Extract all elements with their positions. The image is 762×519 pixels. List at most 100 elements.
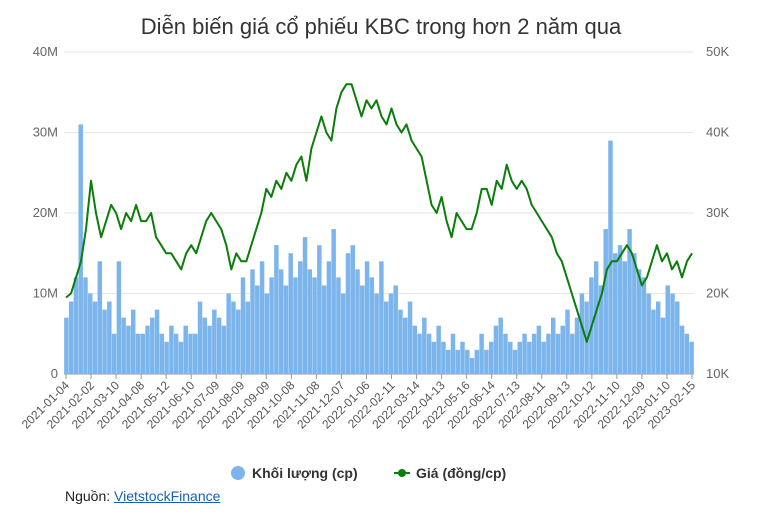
left-tick-label: 30M [33, 125, 58, 140]
volume-bar [369, 277, 375, 374]
legend-price-label: Giá (đồng/cp) [416, 465, 506, 481]
volume-bar [355, 269, 360, 374]
volume-bar [107, 301, 112, 374]
volume-bar [288, 253, 293, 374]
price-series-line [65, 83, 693, 343]
volume-bar [169, 325, 174, 374]
volume-bar [259, 261, 265, 374]
volume-bar [503, 333, 508, 374]
volume-bar [636, 269, 642, 374]
volume-bar [660, 317, 666, 374]
volume-bar [350, 245, 355, 374]
right-tick-label: 20K [706, 286, 729, 301]
volume-bar [221, 325, 227, 374]
volume-bar [321, 285, 327, 374]
volume-bar [340, 293, 346, 374]
volume-bar [126, 325, 131, 374]
chart-title: Diễn biến giá cổ phiếu KBC trong hơn 2 n… [140, 14, 622, 39]
volume-bar [135, 333, 141, 374]
volume-bar [531, 333, 537, 374]
volume-bar [73, 277, 79, 374]
volume-bar [689, 341, 694, 374]
volume-bars [64, 124, 694, 374]
volume-bar [97, 261, 103, 374]
volume-bar [412, 325, 418, 374]
volume-bar [121, 317, 126, 374]
volume-bar [460, 341, 465, 374]
volume-bar [469, 357, 475, 374]
volume-bar [298, 261, 303, 374]
volume-bar [641, 277, 647, 374]
volume-bar [436, 325, 441, 374]
volume-bar [407, 301, 413, 374]
volume-bar [651, 309, 656, 374]
volume-bar [111, 333, 117, 374]
volume-bar [593, 261, 599, 374]
volume-bar [522, 333, 527, 374]
volume-bar [622, 261, 628, 374]
source-link[interactable]: VietstockFinance [114, 488, 221, 504]
volume-bar [675, 301, 680, 374]
volume-bar [193, 333, 198, 374]
volume-bar [317, 245, 322, 374]
volume-bar [570, 333, 575, 374]
volume-bar [393, 285, 398, 374]
volume-bar [527, 341, 532, 374]
volume-bar [212, 309, 217, 374]
volume-bar [555, 333, 561, 374]
volume-bar [455, 349, 460, 374]
volume-bar [364, 261, 370, 374]
volume-bar [665, 285, 670, 374]
volume-bar [508, 341, 513, 374]
volume-bar [445, 349, 451, 374]
volume-bar [617, 245, 623, 374]
volume-bar [541, 341, 546, 374]
volume-bar [670, 293, 675, 374]
price-line [65, 83, 693, 343]
volume-bar [426, 333, 432, 374]
volume-bar [269, 277, 274, 374]
left-tick-label: 0 [51, 366, 58, 381]
volume-bar [493, 325, 499, 374]
volume-bar [655, 301, 661, 374]
volume-bar [207, 325, 212, 374]
volume-bar [374, 293, 379, 374]
volume-bar [388, 293, 394, 374]
volume-bar [560, 325, 565, 374]
volume-bar [164, 341, 169, 374]
volume-bar [474, 349, 480, 374]
volume-bar [498, 317, 503, 374]
volume-bar [331, 229, 336, 374]
right-tick-label: 30K [706, 205, 729, 220]
volume-bar [140, 333, 145, 374]
right-tick-label: 50K [706, 44, 729, 59]
volume-bar [235, 309, 241, 374]
volume-bar [479, 333, 484, 374]
volume-bar [173, 333, 179, 374]
volume-bar [608, 140, 613, 374]
volume-bar [312, 277, 317, 374]
volume-bar [465, 349, 470, 374]
volume-bar [441, 341, 446, 374]
volume-bar [154, 309, 160, 374]
volume-bar [68, 301, 74, 374]
volume-bar [202, 317, 208, 374]
volume-bar [216, 317, 222, 374]
volume-bar [250, 269, 255, 374]
volume-bar [603, 229, 608, 374]
volume-bar [627, 229, 632, 374]
volume-bar [293, 277, 298, 374]
volume-bar [283, 285, 289, 374]
volume-bar [417, 333, 422, 374]
volume-bar [130, 309, 136, 374]
volume-bar [584, 301, 589, 374]
volume-bar [178, 341, 184, 374]
volume-bar [431, 341, 437, 374]
grid [64, 51, 694, 375]
volume-bar [188, 333, 193, 374]
volume-bar [646, 293, 651, 374]
volume-bar [326, 261, 332, 374]
volume-bar [422, 317, 427, 374]
volume-bar [598, 285, 604, 374]
